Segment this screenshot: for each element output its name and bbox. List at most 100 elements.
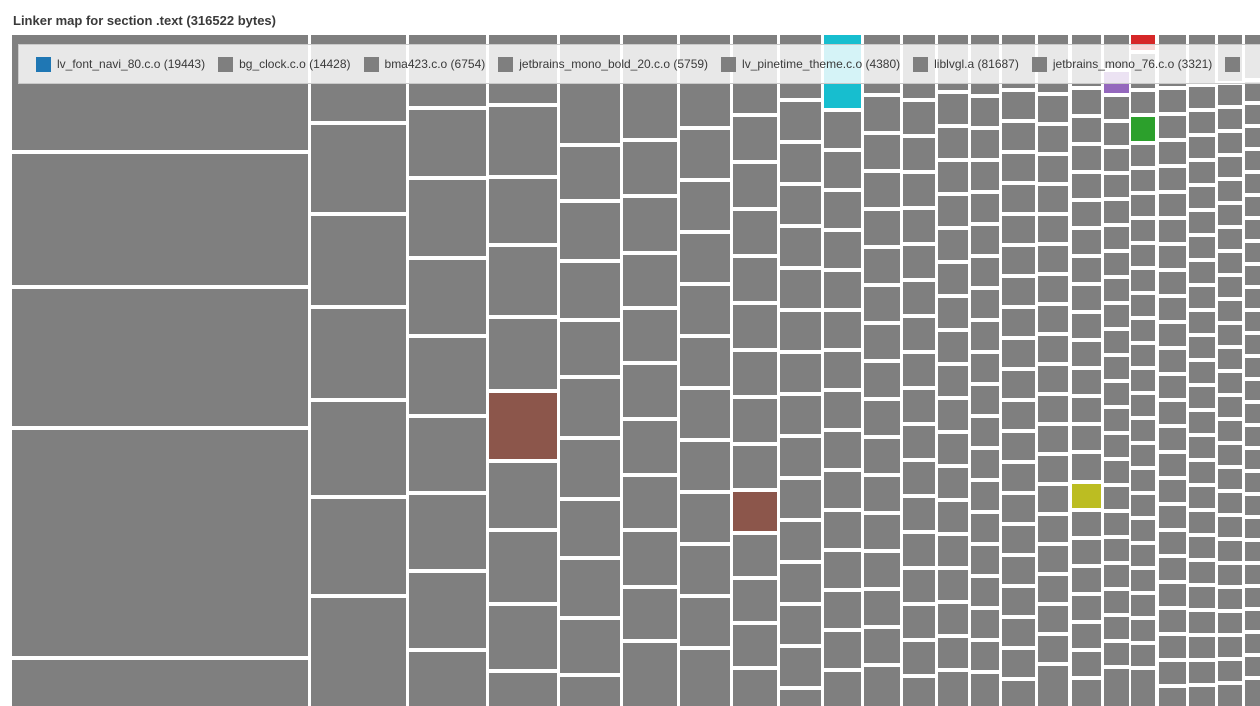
treemap-cell bbox=[733, 211, 777, 254]
treemap-cell bbox=[1002, 619, 1035, 646]
treemap-cell bbox=[489, 463, 557, 528]
treemap-cell bbox=[1189, 87, 1215, 108]
treemap-cell bbox=[560, 501, 620, 556]
treemap-cell bbox=[1038, 156, 1068, 182]
treemap-cell bbox=[938, 638, 968, 668]
treemap-cell bbox=[1002, 185, 1035, 212]
treemap-cell bbox=[680, 338, 730, 386]
treemap-cell bbox=[733, 535, 777, 576]
treemap-cell bbox=[903, 426, 935, 458]
treemap-cell bbox=[1038, 216, 1068, 242]
treemap-cell bbox=[971, 130, 999, 158]
treemap-cell bbox=[864, 515, 900, 549]
treemap-cell bbox=[971, 546, 999, 574]
treemap-cell bbox=[489, 393, 557, 459]
treemap-cell bbox=[1218, 685, 1242, 706]
treemap-cell bbox=[1131, 345, 1155, 366]
treemap-cell bbox=[1104, 617, 1129, 639]
treemap-cell bbox=[1159, 220, 1186, 242]
treemap-cell bbox=[560, 677, 620, 706]
treemap-cell bbox=[1104, 227, 1129, 249]
treemap-cell bbox=[1002, 557, 1035, 584]
treemap-cell bbox=[824, 152, 861, 188]
treemap-cell bbox=[1189, 387, 1215, 408]
treemap-cell bbox=[1218, 517, 1242, 537]
treemap-cell bbox=[864, 477, 900, 511]
treemap-cell bbox=[903, 498, 935, 530]
treemap-cell bbox=[1002, 278, 1035, 305]
treemap-cell bbox=[938, 536, 968, 566]
treemap-cell bbox=[1002, 123, 1035, 150]
treemap-cell bbox=[1072, 652, 1101, 676]
legend-item: jetbrains_mono_76.c.o (3321) bbox=[1031, 56, 1212, 72]
treemap-cell bbox=[938, 434, 968, 464]
treemap-cell bbox=[1218, 565, 1242, 585]
treemap-cell bbox=[1189, 687, 1215, 706]
treemap-cell bbox=[938, 400, 968, 430]
treemap-cell bbox=[1104, 461, 1129, 483]
treemap-cell bbox=[1104, 487, 1129, 509]
treemap-cell bbox=[1104, 201, 1129, 223]
treemap-cell bbox=[1189, 137, 1215, 158]
treemap-cell bbox=[1038, 606, 1068, 632]
treemap-cell bbox=[1104, 357, 1129, 379]
treemap-cell bbox=[12, 430, 308, 656]
treemap-cell bbox=[824, 392, 861, 428]
treemap-cell bbox=[680, 598, 730, 646]
treemap-cell bbox=[1131, 145, 1155, 166]
treemap-cell bbox=[1131, 245, 1155, 266]
treemap-cell bbox=[1245, 473, 1260, 492]
treemap-cell bbox=[1072, 624, 1101, 648]
treemap-cell bbox=[1159, 610, 1186, 632]
treemap-cell bbox=[1245, 128, 1260, 147]
treemap-cell bbox=[1245, 542, 1260, 561]
treemap-cell bbox=[1159, 142, 1186, 164]
treemap-cell bbox=[12, 660, 308, 706]
treemap-cell bbox=[1038, 546, 1068, 572]
treemap-cell bbox=[409, 418, 486, 491]
treemap-cell bbox=[1159, 246, 1186, 268]
treemap-cell bbox=[1104, 591, 1129, 613]
treemap-cell bbox=[864, 363, 900, 397]
legend-item: bma423.c.o (6754) bbox=[363, 56, 485, 72]
treemap-cell bbox=[560, 379, 620, 436]
treemap-cell bbox=[680, 546, 730, 594]
legend-swatch-icon bbox=[1031, 56, 1047, 72]
treemap-cell bbox=[903, 282, 935, 314]
treemap-cell bbox=[1131, 520, 1155, 541]
treemap-cell bbox=[1104, 435, 1129, 457]
treemap-cell bbox=[1218, 613, 1242, 633]
treemap-cell bbox=[1002, 495, 1035, 522]
treemap-cell bbox=[1002, 154, 1035, 181]
treemap-cell bbox=[623, 643, 677, 706]
treemap-cell bbox=[1189, 462, 1215, 483]
treemap-cell bbox=[864, 249, 900, 283]
treemap-cell bbox=[971, 514, 999, 542]
treemap-cell bbox=[1245, 496, 1260, 515]
treemap-cell bbox=[1002, 371, 1035, 398]
treemap-cell bbox=[864, 211, 900, 245]
treemap-cell bbox=[1002, 402, 1035, 429]
treemap-cell bbox=[1245, 82, 1260, 101]
treemap-cell bbox=[311, 499, 406, 594]
treemap-cell bbox=[903, 642, 935, 674]
treemap-cell bbox=[1159, 116, 1186, 138]
treemap-cell bbox=[1131, 370, 1155, 391]
treemap-cell bbox=[864, 591, 900, 625]
treemap-cell bbox=[971, 610, 999, 638]
treemap-cell bbox=[680, 494, 730, 542]
legend-item: lv_pinetime_theme.c.o (4380) bbox=[721, 56, 900, 72]
treemap-cell bbox=[824, 312, 861, 348]
treemap-cell bbox=[680, 390, 730, 438]
treemap-cell bbox=[938, 604, 968, 634]
treemap-cell bbox=[780, 228, 821, 266]
treemap-cell bbox=[1104, 97, 1129, 119]
legend-swatch-icon bbox=[498, 56, 514, 72]
treemap-cell bbox=[409, 110, 486, 176]
legend-item: liblvgl.a (81687) bbox=[913, 56, 1019, 72]
treemap-cell bbox=[1072, 454, 1101, 480]
treemap-cell bbox=[12, 289, 308, 426]
treemap-cell bbox=[824, 592, 861, 628]
treemap-cell bbox=[864, 401, 900, 435]
